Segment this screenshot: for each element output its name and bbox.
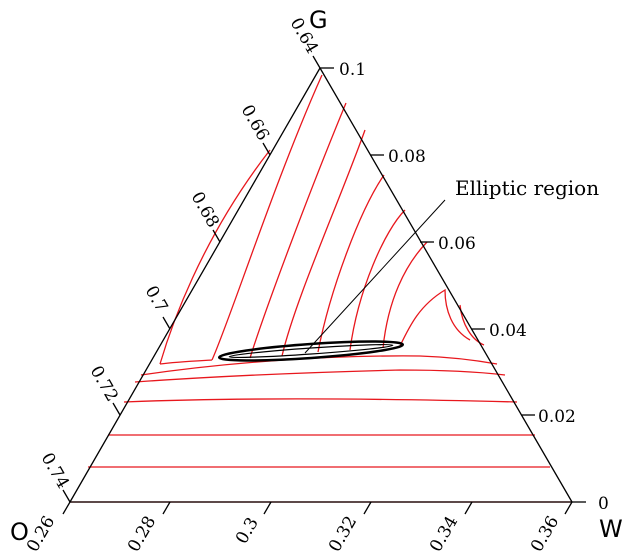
left-tick (312, 55, 321, 69)
left-tick (62, 489, 71, 503)
vertex-label-w: W (599, 515, 623, 543)
curve-line (249, 102, 347, 359)
bottom-tick (564, 501, 573, 515)
left-tick-marks (62, 55, 321, 503)
elliptic-region-outline (217, 340, 405, 362)
left-tick-label: 0.74 (37, 450, 73, 493)
right-tick-label: 0.02 (538, 407, 576, 427)
curve-line (382, 241, 428, 349)
curve-line (134, 369, 506, 383)
curve-line (140, 355, 498, 376)
curve-line (159, 359, 213, 365)
right-tick-label: 0.1 (339, 60, 366, 80)
bottom-tick-marks (62, 501, 573, 515)
left-tick-label: 0.68 (187, 189, 223, 232)
curve-line (159, 149, 271, 365)
bottom-tick (363, 501, 372, 515)
elliptic-region (217, 340, 405, 362)
bottom-tick-label: 0.32 (325, 513, 361, 556)
left-tick-label: 0.72 (86, 363, 122, 406)
bottom-tick (464, 501, 473, 515)
elliptic-region-inner (228, 343, 394, 359)
left-tick (212, 229, 221, 243)
curve-line (399, 288, 471, 347)
bottom-tick (62, 501, 71, 515)
vertex-label-g: G (309, 6, 328, 34)
left-tick (112, 402, 121, 416)
right-tick-label: 0.08 (388, 147, 426, 167)
bottom-tick (162, 501, 171, 515)
right-tick-label: 0.06 (438, 234, 476, 254)
left-tick-label: 0.66 (237, 102, 273, 145)
curve-group (70, 74, 571, 503)
curve-line (211, 74, 323, 361)
vertex-label-o: O (10, 518, 29, 546)
bottom-tick-label: 0.34 (426, 513, 462, 556)
left-edge (69, 67, 321, 503)
bottom-tick-label: 0.3 (232, 514, 263, 547)
triangle-frame (69, 67, 573, 503)
left-tick (162, 316, 171, 330)
right-tick-label: 0.04 (489, 321, 527, 341)
annotation-pointer (304, 199, 446, 354)
curve-line (459, 304, 485, 346)
annotation-label: Elliptic region (455, 176, 599, 200)
right-tick-label: 0 (598, 494, 609, 514)
left-tick (262, 142, 271, 156)
right-tick-marks (320, 67, 586, 503)
curve-line (123, 398, 518, 403)
bottom-tick (263, 501, 272, 515)
right-edge (319, 67, 573, 503)
curve-line (349, 209, 406, 351)
bottom-tick-label: 0.28 (124, 513, 160, 556)
left-tick-label: 0.7 (141, 283, 172, 316)
curve-line (281, 129, 366, 357)
curve-line (317, 174, 385, 353)
bottom-tick-label: 0.36 (527, 513, 563, 556)
